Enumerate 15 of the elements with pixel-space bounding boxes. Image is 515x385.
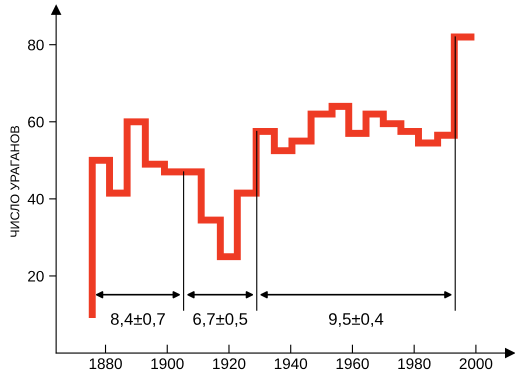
x-tick-label: 1920 (213, 358, 246, 370)
y-tick-label: 20 (28, 270, 44, 282)
y-tick-label: 80 (28, 40, 44, 50)
annotation: 9,5±0,4 (329, 313, 384, 327)
x-tick-label: 2000 (460, 358, 492, 370)
annotation: 6,7±0,5 (193, 313, 248, 327)
y-tick-label: 40 (28, 194, 44, 205)
x-tick-label: 1940 (274, 358, 308, 370)
x-tick-label: 1900 (151, 358, 184, 370)
x-tick-label: 1880 (90, 358, 122, 370)
x-tick-label: 1980 (398, 358, 431, 370)
annotation: 8,4±0,7 (110, 313, 165, 327)
x-tick-label: 1960 (336, 358, 369, 370)
y-axis-title: ЧИСЛО УРАГАНОВ (10, 126, 20, 237)
y-tick-label: 60 (28, 116, 44, 128)
